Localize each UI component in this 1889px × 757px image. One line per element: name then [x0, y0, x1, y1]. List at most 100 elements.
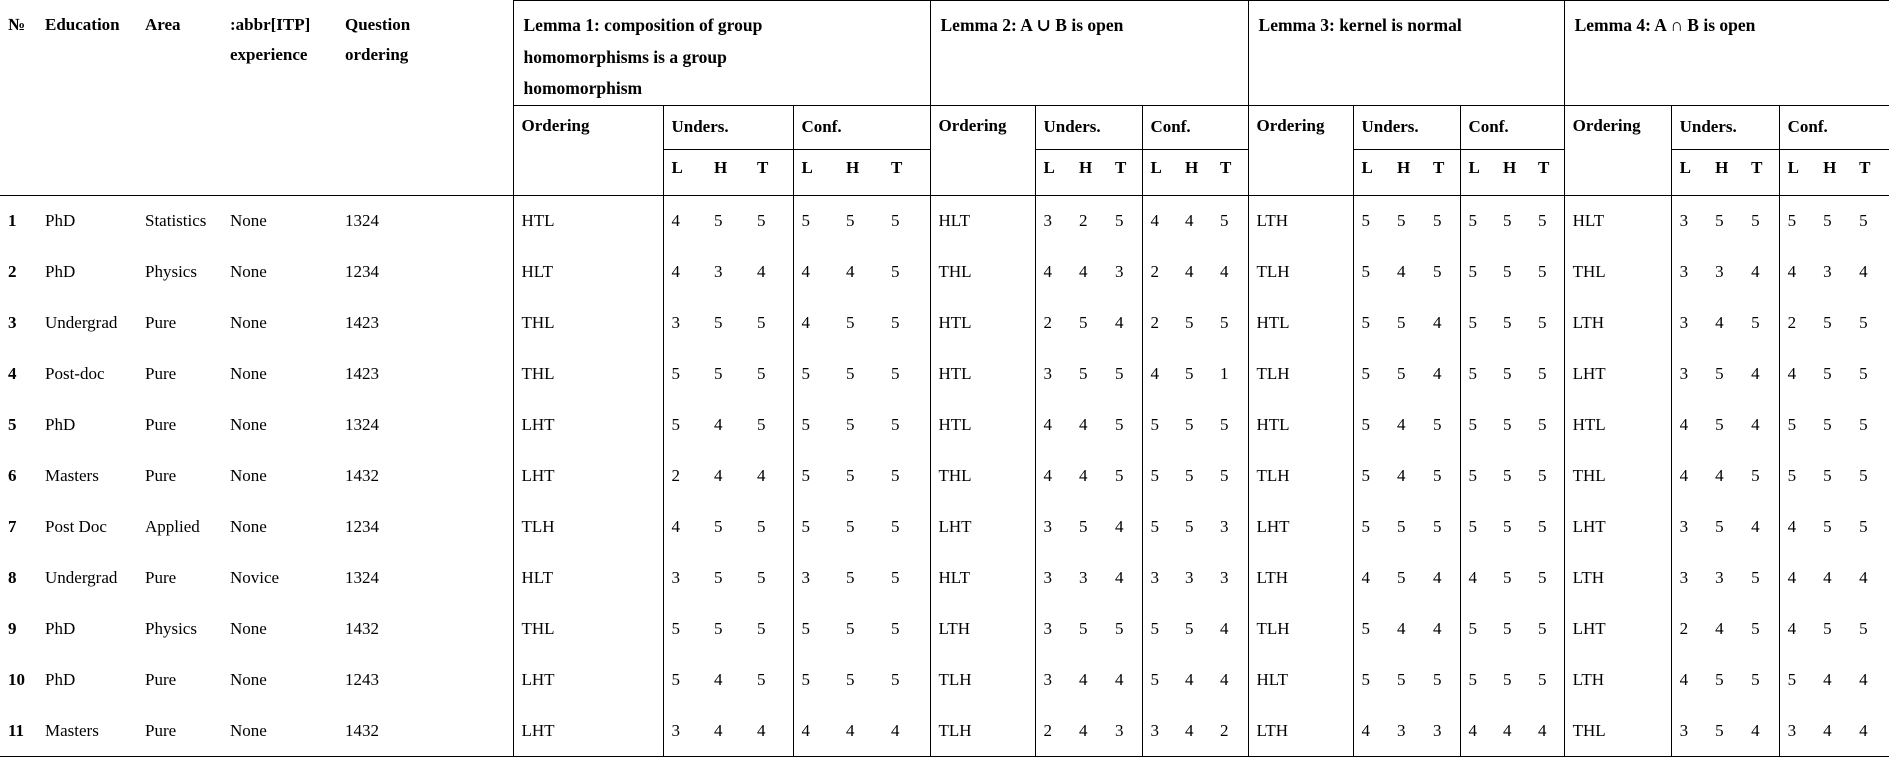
- cell-lemma4-unders-L: 2: [1670, 603, 1708, 655]
- cell-education: Undergrad: [45, 312, 118, 332]
- cell-lemma3-unders-H: 5: [1397, 312, 1406, 332]
- cell-lemma2-conf-H: 4: [1185, 261, 1194, 281]
- cell-lemma1-conf-H: 5: [846, 669, 855, 689]
- cell-lemma3-unders-H: 5: [1397, 516, 1406, 536]
- cell-lemma4-ordering: LTH: [1563, 552, 1672, 604]
- cell-lemma1-conf-L: 4: [792, 297, 838, 349]
- cell-lemma2-unders-L: 4: [1034, 246, 1071, 298]
- cell-experience: None: [230, 669, 267, 689]
- cell-lemma1-conf-L: 3: [792, 552, 838, 604]
- cell-lemma1-conf-T: 5: [883, 246, 931, 298]
- cell-lemma4-unders-L: 3: [1670, 195, 1708, 247]
- lemma-3-confidence-header: Conf.: [1459, 104, 1565, 150]
- cell-lemma2-conf-L: 5: [1141, 603, 1177, 655]
- cell-lemma1-unders-T: 5: [757, 516, 766, 536]
- cell-lemma1-unders-T: 5: [757, 312, 766, 332]
- cell-lemma2-ordering: LTH: [929, 603, 1035, 655]
- cell-lemma2-conf-H: 4: [1177, 705, 1212, 757]
- cell-lemma4-unders-H: 4: [1715, 312, 1724, 332]
- lemma-2-ordering-header: Ordering: [929, 105, 1035, 196]
- column-header-question_ordering: Question ordering: [337, 0, 513, 196]
- cell-lemma4-conf-H: 4: [1815, 705, 1852, 757]
- cell-question-ordering: 1432: [337, 705, 513, 757]
- cell-lemma3-conf-L: 5: [1459, 246, 1496, 298]
- cell-lemma1-unders-L: 3: [662, 297, 706, 349]
- lemma-4-unders-T-header: T: [1743, 149, 1780, 196]
- cell-lemma3-unders-T: 5: [1433, 465, 1442, 485]
- cell-lemma4-unders-T: 5: [1751, 465, 1760, 485]
- lemma-2-unders-L-header: L: [1034, 149, 1071, 196]
- cell-lemma1-unders-H: 5: [714, 210, 723, 230]
- cell-lemma1-conf-T: 5: [883, 552, 931, 604]
- cell-lemma2-unders-T: 5: [1115, 210, 1124, 230]
- cell-lemma2-ordering: HTL: [929, 348, 1035, 400]
- cell-lemma1-conf-L: 5: [792, 348, 838, 400]
- lemma-3-unders-L-header: L: [1352, 149, 1390, 196]
- cell-lemma2-conf-H: 5: [1185, 312, 1194, 332]
- cell-lemma3-unders-H: 4: [1397, 465, 1406, 485]
- cell-education: PhD: [45, 618, 76, 638]
- lemma-1-unders-L-header: L: [662, 149, 706, 196]
- lemma-4-conf-T-header: T: [1851, 149, 1889, 196]
- cell-lemma2-unders-L: 2: [1034, 297, 1071, 349]
- cell-lemma4-conf-H: 4: [1823, 669, 1832, 689]
- cell-lemma2-conf-L: 5: [1141, 654, 1177, 706]
- cell-lemma2-conf-H: 3: [1185, 567, 1194, 587]
- lemma-3-unders-T-header: T: [1425, 149, 1461, 196]
- cell-education: PhD: [45, 669, 76, 689]
- cell-lemma3-unders-L: 5: [1352, 195, 1390, 247]
- table-row: 3 Undergrad Pure None 1423 THL 3 5 5 4 5 5 HTL 2 5 4 2 5 5…: [0, 297, 1889, 349]
- cell-lemma3-conf-H: 5: [1503, 414, 1512, 434]
- lemma-1-unders-T-header: T: [749, 149, 793, 196]
- cell-lemma3-conf-T: 5: [1530, 450, 1565, 502]
- cell-experience: None: [222, 705, 337, 757]
- cell-lemma4-conf-H: 5: [1823, 516, 1832, 536]
- cell-lemma2-unders-L: 3: [1034, 552, 1071, 604]
- cell-num: 4: [8, 363, 17, 383]
- cell-lemma2-conf-T: 2: [1212, 705, 1249, 757]
- table-row: 1 PhD Statistics None 1324 HTL 4 5 5 5 5 5 HLT 3 2 5 4 4 5…: [0, 195, 1889, 247]
- cell-lemma4-conf-H: 4: [1823, 567, 1832, 587]
- lemma-3-unders-H-header: H: [1389, 149, 1426, 196]
- cell-lemma4-ordering: LTH: [1563, 654, 1672, 706]
- cell-lemma4-conf-L: 4: [1778, 246, 1816, 298]
- cell-lemma3-unders-H: 4: [1397, 261, 1406, 281]
- cell-lemma3-unders-T: 5: [1433, 414, 1442, 434]
- cell-lemma4-unders-L: 3: [1670, 348, 1708, 400]
- cell-lemma4-conf-L: 5: [1778, 195, 1816, 247]
- table-row: 6 Masters Pure None 1432 LHT 2 4 4 5 5 5 THL 4 4 5 5 5 5 TL…: [0, 450, 1889, 502]
- cell-question-ordering: 1324: [345, 414, 379, 434]
- cell-lemma4-conf-L: 3: [1778, 705, 1816, 757]
- cell-num: 11: [0, 705, 37, 757]
- cell-lemma3-ordering: HTL: [1247, 297, 1354, 349]
- cell-lemma1-conf-H: 5: [846, 414, 855, 434]
- cell-experience: Novice: [230, 567, 280, 587]
- cell-lemma4-ordering: LTH: [1563, 297, 1672, 349]
- cell-lemma3-conf-H: 5: [1503, 465, 1512, 485]
- cell-lemma3-unders-T: 4: [1433, 618, 1442, 638]
- cell-lemma2-conf-L: 5: [1141, 501, 1177, 553]
- cell-lemma3-conf-L: 5: [1459, 399, 1496, 451]
- cell-num: 8: [8, 567, 17, 587]
- cell-lemma2-conf-T: 3: [1212, 552, 1249, 604]
- lemma-4-confidence-header: Conf.: [1778, 104, 1889, 150]
- cell-lemma4-unders-L: 3: [1670, 501, 1708, 553]
- cell-lemma1-ordering: HTL: [512, 195, 663, 247]
- lemma-3-conf-H-header: H: [1495, 149, 1531, 196]
- cell-lemma3-conf-L: 5: [1459, 450, 1496, 502]
- cell-lemma3-ordering: LTH: [1247, 195, 1354, 247]
- lemma-4-conf-L-header: L: [1778, 149, 1816, 196]
- cell-lemma2-conf-T: 5: [1212, 195, 1249, 247]
- cell-lemma1-conf-T: 5: [883, 399, 931, 451]
- cell-lemma2-conf-H: 5: [1185, 465, 1194, 485]
- cell-lemma3-unders-T: 5: [1433, 210, 1442, 230]
- cell-lemma3-unders-L: 5: [1352, 654, 1390, 706]
- cell-lemma1-ordering: LHT: [512, 654, 663, 706]
- cell-lemma1-conf-H: 5: [846, 516, 855, 536]
- cell-lemma1-unders-L: 3: [662, 552, 706, 604]
- cell-lemma4-conf-H: 5: [1823, 465, 1832, 485]
- cell-lemma2-unders-H: 2: [1079, 210, 1088, 230]
- cell-lemma1-unders-L: 2: [662, 450, 706, 502]
- cell-lemma3-conf-T: 5: [1530, 246, 1565, 298]
- cell-lemma3-conf-H: 5: [1503, 312, 1512, 332]
